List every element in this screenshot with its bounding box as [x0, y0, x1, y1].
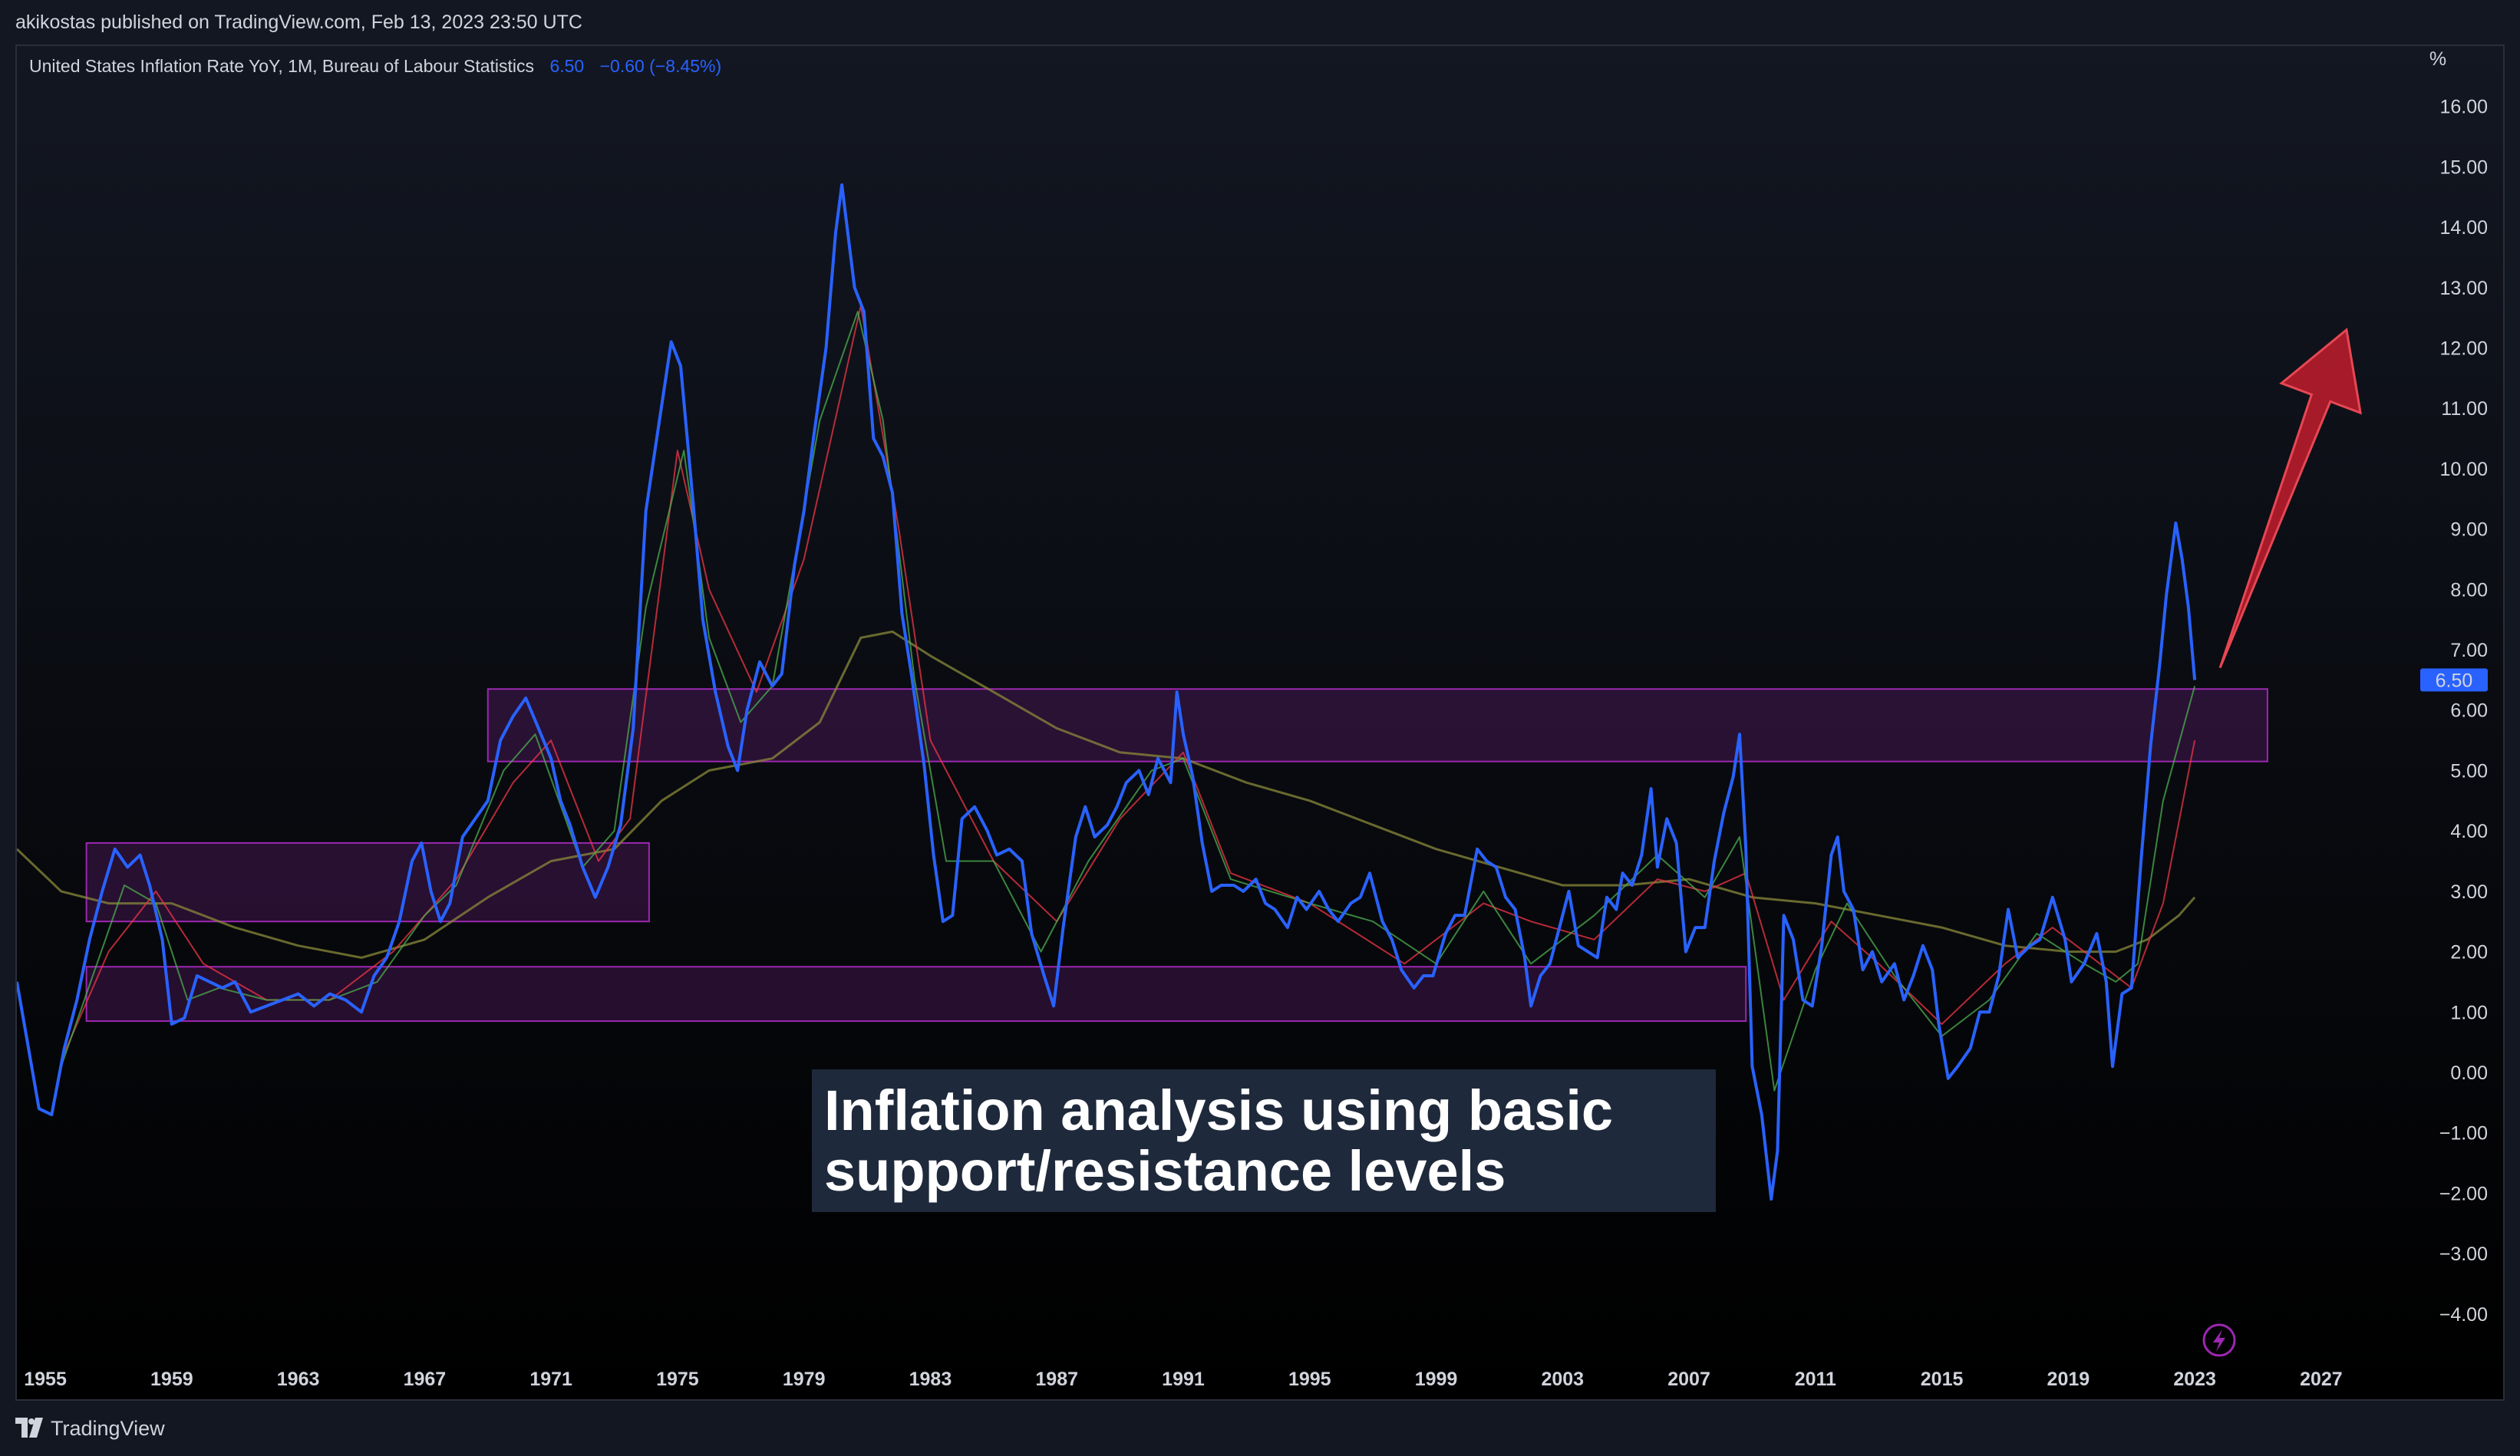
- time-tick-label: 1995: [1288, 1369, 1331, 1390]
- slow-ma-line[interactable]: [17, 630, 2196, 959]
- annotation-box[interactable]: Inflation analysis using basic support/r…: [812, 1069, 1716, 1212]
- symbol-legend[interactable]: United States Inflation Rate YoY, 1M, Bu…: [29, 56, 721, 76]
- price-tick-label: 6.00: [2450, 700, 2488, 722]
- support-resistance-zone-3[interactable]: [487, 688, 2268, 763]
- series-layer: [17, 183, 2197, 1201]
- time-tick-label: 2015: [1921, 1369, 1964, 1390]
- price-axis[interactable]: 16.00 15.00 14.00 13.00 12.00 11.00 10.00 9.00 8…: [2439, 97, 2488, 1326]
- support-resistance-zone-2[interactable]: [85, 966, 1747, 1023]
- price-tick-label: 13.00: [2439, 278, 2488, 299]
- time-axis[interactable]: 1955 1959 1963 1967 1971 1975 1979 1983 1987 1991…: [24, 1369, 2342, 1390]
- time-tick-label: 2007: [1667, 1369, 1710, 1390]
- time-tick-label: 2023: [2173, 1369, 2216, 1390]
- time-tick-label: 1963: [277, 1369, 320, 1390]
- arrow-layer: [2218, 328, 2363, 669]
- time-tick-label: 1967: [404, 1369, 447, 1390]
- annotation-line1: Inflation analysis using basic: [824, 1079, 1613, 1142]
- footer-bar: TradingView: [0, 1401, 2520, 1456]
- annotation-line2: support/resistance levels: [824, 1139, 1506, 1203]
- tradingview-logo-icon[interactable]: [15, 1418, 46, 1438]
- chart-canvas[interactable]: United States Inflation Rate YoY, 1M, Bu…: [17, 46, 2503, 1399]
- time-tick-label: 1975: [656, 1369, 699, 1390]
- time-tick-label: 2019: [2047, 1369, 2090, 1390]
- current-value-text: 6.50: [2436, 670, 2473, 691]
- price-tick-label: 7.00: [2450, 640, 2488, 661]
- price-tick-label: 1.00: [2450, 1002, 2488, 1023]
- price-tick-label: −2.00: [2439, 1183, 2488, 1204]
- support-resistance-zone-1[interactable]: [85, 842, 650, 923]
- price-tick-label: 15.00: [2439, 156, 2488, 178]
- time-tick-label: 1987: [1035, 1369, 1078, 1390]
- time-tick-label: 1979: [783, 1369, 826, 1390]
- price-tick-label: 8.00: [2450, 579, 2488, 601]
- current-value-badge: [2420, 668, 2488, 692]
- fast-ma-line[interactable]: [60, 311, 2196, 1092]
- time-tick-label: 1955: [24, 1369, 67, 1390]
- lightning-icon[interactable]: [2202, 1323, 2236, 1357]
- price-tick-label: 12.00: [2439, 338, 2488, 360]
- current-value-label: 6.50: [2420, 668, 2488, 692]
- time-tick-label: 1983: [909, 1369, 952, 1390]
- time-tick-label: 1971: [529, 1369, 572, 1390]
- time-tick-label: 1999: [1415, 1369, 1458, 1390]
- symbol-title: United States Inflation Rate YoY, 1M, Bu…: [29, 56, 534, 76]
- chart-pane[interactable]: United States Inflation Rate YoY, 1M, Bu…: [15, 44, 2505, 1401]
- brand-name: TradingView: [51, 1417, 165, 1440]
- time-tick-label: 1959: [150, 1369, 193, 1390]
- price-tick-label: 4.00: [2450, 821, 2488, 842]
- price-tick-label: 16.00: [2439, 97, 2488, 118]
- time-tick-label: 2003: [1541, 1369, 1584, 1390]
- price-axis-unit: %: [2429, 48, 2446, 70]
- price-tick-label: −4.00: [2439, 1304, 2488, 1326]
- change-value: −0.60 (−8.45%): [600, 56, 722, 76]
- inflation-line[interactable]: [17, 183, 2197, 1201]
- price-tick-label: 9.00: [2450, 519, 2488, 541]
- time-tick-label: 2027: [2300, 1369, 2343, 1390]
- publish-header: akikostas published on TradingView.com, …: [0, 0, 2520, 44]
- time-tick-label: 1991: [1162, 1369, 1205, 1390]
- price-tick-label: 5.00: [2450, 760, 2488, 782]
- price-tick-label: 3.00: [2450, 881, 2488, 903]
- publish-info: akikostas published on TradingView.com, …: [15, 12, 582, 33]
- price-tick-label: 2.00: [2450, 942, 2488, 964]
- upward-arrow[interactable]: [2218, 328, 2363, 669]
- price-tick-label: 14.00: [2439, 217, 2488, 239]
- annotation-background: [812, 1069, 1716, 1212]
- price-tick-label: 11.00: [2441, 398, 2488, 420]
- price-tick-label: 0.00: [2450, 1062, 2488, 1084]
- time-tick-label: 2011: [1795, 1369, 1836, 1390]
- price-tick-label: −1.00: [2439, 1123, 2488, 1145]
- price-tick-label: 10.00: [2439, 459, 2488, 480]
- last-value: 6.50: [549, 56, 584, 76]
- price-tick-label: −3.00: [2439, 1244, 2488, 1265]
